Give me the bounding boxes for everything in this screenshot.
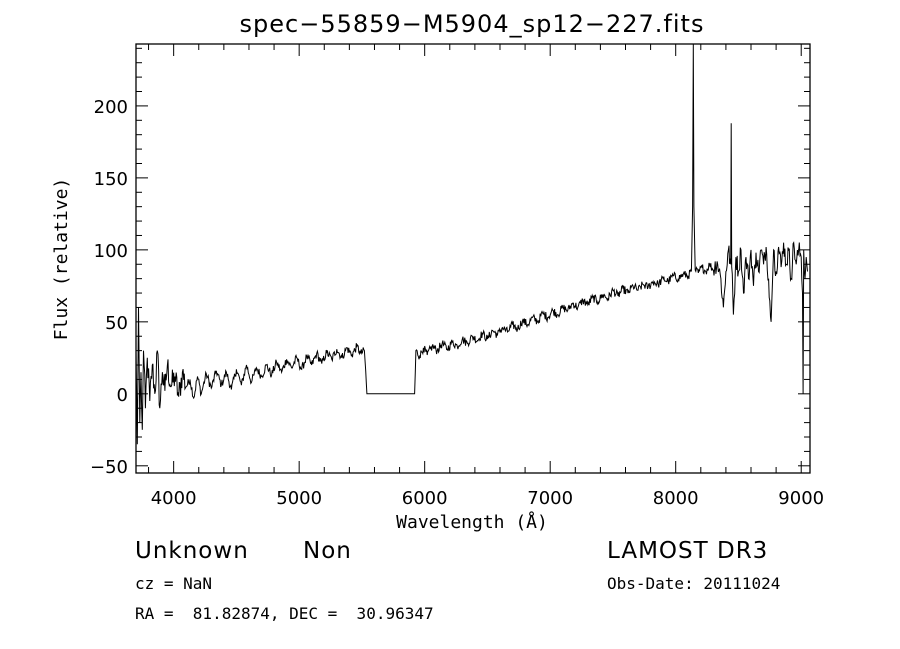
y-tick-label: 0 <box>117 385 128 406</box>
x-tick-label: 7000 <box>527 488 573 509</box>
axis-ticks <box>136 44 810 473</box>
x-axis-label: Wavelength (Å) <box>396 511 548 533</box>
redshift-info: cz = NaN <box>135 574 213 593</box>
y-tick-label: −50 <box>90 457 128 478</box>
x-tick-label: 8000 <box>653 488 699 509</box>
y-tick-label: 50 <box>105 313 128 334</box>
y-tick-labels: −50 0 50 100 150 200 <box>90 97 128 478</box>
x-tick-labels: 4000 5000 6000 7000 8000 9000 <box>151 488 824 509</box>
y-tick-label: 100 <box>94 241 128 262</box>
x-tick-label: 4000 <box>151 488 197 509</box>
plot-frame <box>135 43 811 474</box>
obs-date: Obs-Date: 20111024 <box>607 574 781 593</box>
x-tick-label: 9000 <box>778 488 824 509</box>
coordinates: RA = 81.82874, DEC = 30.96347 <box>135 604 434 623</box>
x-tick-label: 6000 <box>402 488 448 509</box>
survey-name: LAMOST DR3 <box>607 538 769 564</box>
object-class: Unknown <box>135 538 249 564</box>
y-tick-label: 200 <box>94 97 128 118</box>
y-tick-label: 150 <box>94 169 128 190</box>
chart-title: spec−55859−M5904_sp12−227.fits <box>240 10 705 38</box>
x-tick-label: 5000 <box>276 488 322 509</box>
object-subclass: Non <box>303 538 352 564</box>
spectrum-line <box>135 43 808 445</box>
y-axis-label: Flux (relative) <box>51 178 72 341</box>
